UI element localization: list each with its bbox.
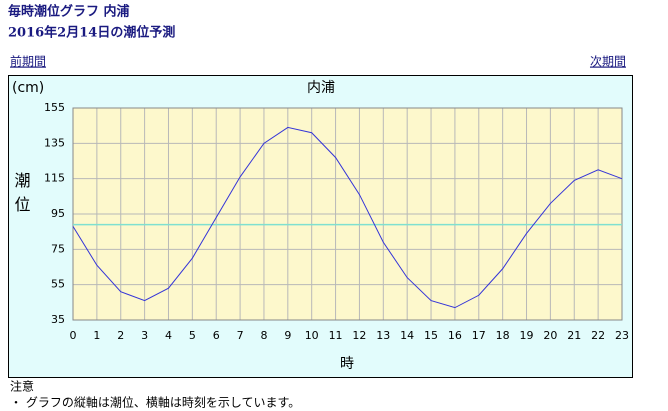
x-tick-label: 15	[424, 329, 438, 342]
y-tick-label: 35	[51, 313, 65, 326]
next-link[interactable]: 次期間	[590, 55, 626, 69]
x-tick-label: 4	[165, 329, 172, 342]
x-tick-label: 11	[329, 329, 343, 342]
unit-label: (cm)	[12, 80, 44, 96]
x-tick-label: 6	[213, 329, 220, 342]
x-tick-label: 9	[284, 329, 291, 342]
x-tick-label: 8	[260, 329, 267, 342]
x-tick-label: 22	[591, 329, 605, 342]
y-tick-label: 55	[51, 278, 65, 291]
x-tick-label: 13	[376, 329, 390, 342]
x-tick-label: 23	[615, 329, 629, 342]
tide-line	[72, 126, 623, 309]
prev-link[interactable]: 前期間	[10, 54, 46, 69]
x-tick-label: 17	[472, 329, 486, 342]
chart-title: 内浦	[307, 80, 335, 96]
x-tick-label: 5	[189, 329, 196, 342]
y-tick-label: 155	[44, 101, 65, 114]
page-title: 毎時潮位グラフ 内浦	[8, 4, 130, 20]
y-tick-label: 135	[44, 136, 65, 149]
x-tick-label: 0	[70, 329, 77, 342]
x-tick-label: 14	[400, 329, 414, 342]
notes-title: 注意	[10, 379, 34, 394]
notes-line: ・ グラフの縦軸は潮位、横軸は時刻を示しています。	[10, 395, 300, 410]
plot-border	[72, 107, 623, 321]
x-tick-label: 2	[117, 329, 124, 342]
x-tick-label: 18	[496, 329, 510, 342]
y-tick-label: 95	[51, 207, 65, 220]
x-axis-label: 時	[340, 356, 354, 372]
y-axis-label: 潮位	[12, 172, 31, 220]
x-tick-label: 20	[543, 329, 557, 342]
page-subtitle: 2016年2月14日の潮位予測	[8, 25, 175, 41]
y-tick-label: 75	[51, 242, 65, 255]
x-tick-label: 7	[237, 329, 244, 342]
x-tick-label: 16	[448, 329, 462, 342]
x-tick-label: 3	[141, 329, 148, 342]
x-tick-label: 1	[93, 329, 100, 342]
x-tick-label: 19	[520, 329, 534, 342]
x-tick-label: 21	[567, 329, 581, 342]
x-tick-label: 10	[305, 329, 319, 342]
y-tick-label: 115	[44, 172, 65, 185]
x-tick-label: 12	[352, 329, 366, 342]
